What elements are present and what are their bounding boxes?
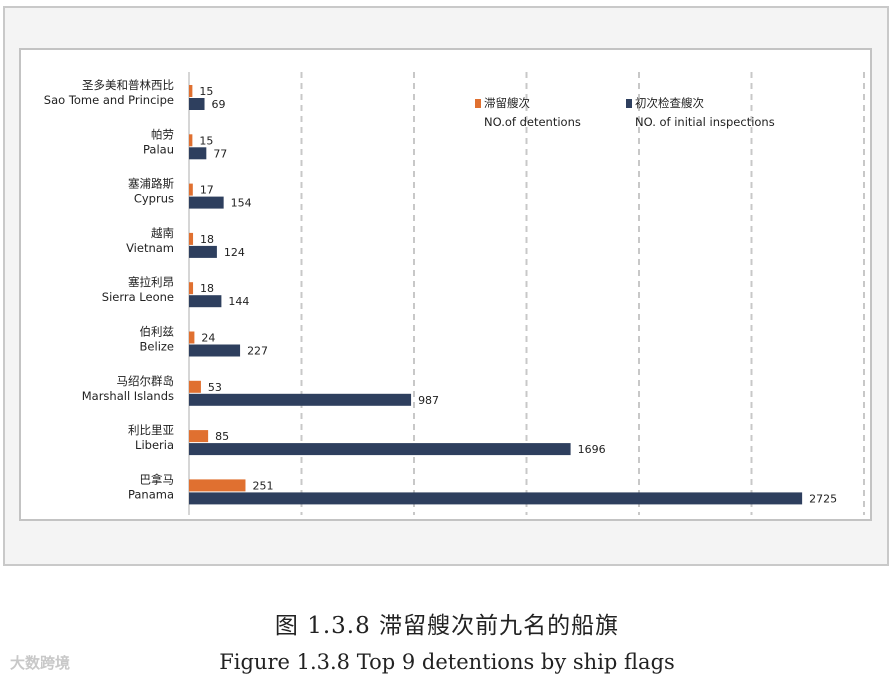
category-label-en: Belize xyxy=(140,340,174,354)
category-label-en: Liberia xyxy=(135,438,174,452)
category-label-zh: 圣多美和普林西比 xyxy=(82,78,174,92)
legend-label-en: NO.of detentions xyxy=(484,115,581,129)
detentions-value-label: 18 xyxy=(200,282,214,295)
category-label-zh: 伯利兹 xyxy=(140,325,175,339)
category-label-en: Sao Tome and Principe xyxy=(44,93,174,107)
inspections-value-label: 987 xyxy=(418,394,439,407)
legend-swatch xyxy=(626,99,632,108)
detentions-bar xyxy=(189,479,246,492)
inspections-value-label: 2725 xyxy=(809,492,837,505)
detentions-bar xyxy=(189,232,194,245)
detentions-value-label: 17 xyxy=(200,184,214,197)
bar-chart: 1569157717154181241814424227539878516962… xyxy=(44,72,865,515)
inspections-value-label: 144 xyxy=(228,295,249,308)
category-label-zh: 利比里亚 xyxy=(128,423,174,437)
detentions-value-label: 53 xyxy=(208,381,222,394)
legend-swatch xyxy=(475,99,481,108)
inspections-bar xyxy=(189,344,241,357)
detentions-value-label: 85 xyxy=(215,430,229,443)
inspections-bar xyxy=(189,196,224,209)
grid-lines xyxy=(300,72,865,515)
category-label-zh: 巴拿马 xyxy=(140,472,175,486)
chart-area: 15 69 15 77 17 154 18 124 18 144 24 227 53 987 85 1696 2… xyxy=(19,48,872,521)
detentions-value-label: 251 xyxy=(252,479,273,492)
category-label-zh: 塞浦路斯 xyxy=(128,177,174,191)
inspections-value-label: 154 xyxy=(231,197,252,210)
legend: 滞留艘次 NO.of detentions 初次检查艘次 NO. of initial… xyxy=(475,96,775,129)
category-label-en: Vietnam xyxy=(126,241,174,255)
inspections-bar xyxy=(189,393,412,406)
detentions-value-label: 18 xyxy=(200,233,214,246)
inspections-value-label: 1696 xyxy=(578,443,606,456)
watermark-logo: 大数跨境 xyxy=(10,654,71,672)
detentions-bar xyxy=(189,282,194,295)
legend-label-zh: 初次检查艘次 xyxy=(635,96,704,110)
bars: 1569157717154181241814424227539878516962… xyxy=(189,85,837,505)
inspections-bar xyxy=(189,245,217,258)
inspections-bar xyxy=(189,295,222,308)
inspections-bar xyxy=(189,492,803,505)
detentions-bar xyxy=(189,183,193,196)
detentions-bar xyxy=(189,85,193,97)
inspections-value-label: 77 xyxy=(213,147,227,160)
detentions-value-label: 24 xyxy=(201,332,215,345)
inspections-bar xyxy=(189,147,207,160)
inspections-value-label: 124 xyxy=(224,246,245,259)
inspections-value-label: 69 xyxy=(212,98,226,111)
detentions-value-label: 15 xyxy=(199,134,213,147)
legend-label-en: NO. of initial inspections xyxy=(635,115,775,129)
inspections-value-label: 227 xyxy=(247,345,268,358)
detentions-bar xyxy=(189,331,195,344)
detentions-value-label: 15 xyxy=(199,85,213,98)
figure-caption-chinese: 图 1.3.8 滞留艘次前九名的船旗 xyxy=(274,613,620,639)
category-label-zh: 塞拉利昂 xyxy=(128,275,174,289)
category-label-zh: 马绍尔群岛 xyxy=(117,374,175,388)
category-label-en: Palau xyxy=(143,142,174,156)
detentions-bar xyxy=(189,380,201,393)
category-label-zh: 越南 xyxy=(151,226,174,240)
category-label-en: Sierra Leone xyxy=(102,290,174,304)
inspections-bar xyxy=(189,98,205,110)
category-label-zh: 帕劳 xyxy=(151,127,174,141)
legend-label-zh: 滞留艘次 xyxy=(484,96,530,110)
detentions-bar xyxy=(189,430,209,443)
category-label-en: Marshall Islands xyxy=(82,389,174,403)
figure-frame: 15 69 15 77 17 154 18 124 18 144 24 227 53 987 85 1696 2… xyxy=(3,6,889,566)
inspections-bar xyxy=(189,443,571,456)
figure-caption-english: Figure 1.3.8 Top 9 detentions by ship fl… xyxy=(219,650,675,674)
detentions-bar xyxy=(189,134,193,147)
category-label-en: Panama xyxy=(128,487,174,501)
category-label-en: Cyprus xyxy=(134,192,174,206)
